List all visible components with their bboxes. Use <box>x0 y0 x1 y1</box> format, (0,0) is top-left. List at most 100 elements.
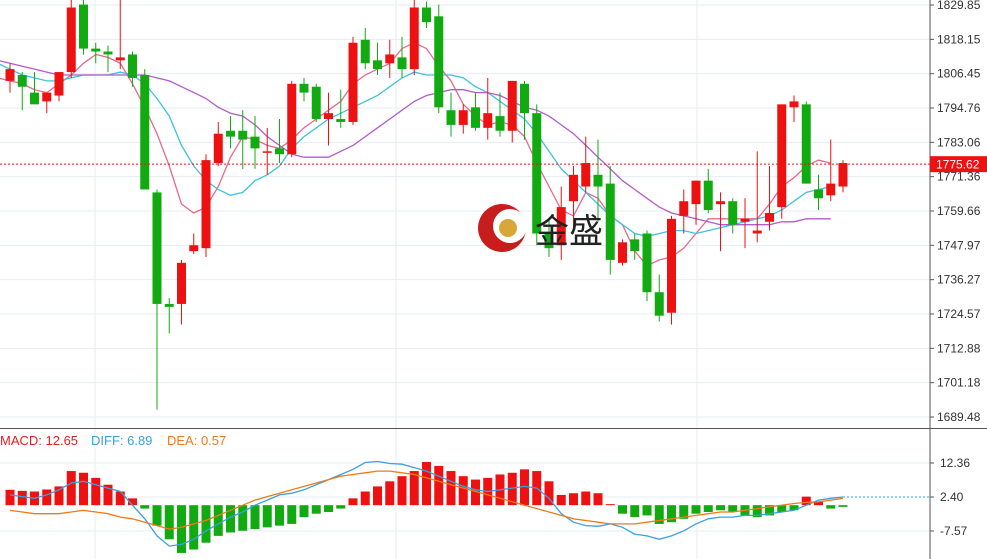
candle <box>593 139 603 222</box>
logo-text: 金盛 <box>535 212 603 252</box>
candle-body <box>507 80 517 131</box>
candle-body <box>79 4 88 49</box>
candle-body <box>434 16 444 108</box>
macd-bar <box>385 481 395 506</box>
macd-panel <box>5 460 930 553</box>
candle-body <box>691 180 701 205</box>
macd-bar <box>716 505 725 511</box>
macd-bar <box>777 505 787 512</box>
macd-bar <box>446 471 456 506</box>
macd-bar <box>238 505 248 531</box>
candle <box>103 45 113 73</box>
candle-body <box>605 183 615 260</box>
candle-body <box>152 192 162 304</box>
candle <box>152 189 162 410</box>
macd-tick-label: -7.57 <box>940 524 968 538</box>
macd-bar <box>520 469 529 506</box>
candle-body <box>765 212 774 222</box>
macd-bar <box>569 493 578 506</box>
candle <box>213 121 223 166</box>
candle-body <box>177 262 186 304</box>
macd-bar <box>654 505 664 524</box>
ma5-line <box>0 41 831 267</box>
candle-body <box>360 39 370 64</box>
macd-tick-label: 2.40 <box>940 490 964 504</box>
macd-bar <box>66 471 76 506</box>
price-tick-label: 1818.15 <box>937 32 981 46</box>
candle-body <box>838 163 848 187</box>
candle-body <box>777 104 787 208</box>
candle <box>642 230 652 302</box>
macd-bar <box>434 465 444 506</box>
candle-body <box>30 92 39 105</box>
macd-bar <box>630 505 640 518</box>
candle <box>507 80 517 143</box>
candle <box>765 165 774 231</box>
macd-bar <box>458 476 468 506</box>
candle <box>679 189 689 234</box>
macd-bar <box>115 491 125 506</box>
candle <box>556 186 566 260</box>
candle <box>299 77 309 102</box>
candle <box>238 110 248 169</box>
macd-bar <box>471 479 480 506</box>
price-tick-label: 1689.48 <box>937 410 981 424</box>
candle-body <box>275 148 284 155</box>
macd-bar <box>765 505 774 516</box>
candle-body <box>66 7 76 73</box>
candle-body <box>128 54 137 78</box>
candle <box>752 151 762 243</box>
candle <box>42 92 52 114</box>
candle-body <box>593 174 603 187</box>
candle <box>128 51 137 87</box>
price-tick-label: 1806.45 <box>937 67 981 81</box>
macd-bar <box>164 505 174 540</box>
candle-body <box>826 183 836 196</box>
candle <box>66 0 76 78</box>
macd-bar <box>605 504 615 506</box>
macd-bar <box>593 493 603 506</box>
candle <box>250 116 260 169</box>
macd-bar <box>691 505 701 514</box>
candle <box>618 239 627 266</box>
candle-body <box>630 239 640 252</box>
macd-tick-label: 12.36 <box>940 456 970 470</box>
candle-body <box>532 113 542 234</box>
macd-bar <box>299 505 309 518</box>
candle-body <box>17 75 27 87</box>
candle <box>54 72 64 102</box>
macd-bar <box>397 476 407 506</box>
price-tick-label: 1712.88 <box>937 341 981 355</box>
candle <box>397 36 407 78</box>
candle <box>409 0 419 76</box>
candle <box>434 4 444 114</box>
macd-bar <box>581 491 591 506</box>
watermark-logo: 金盛 <box>478 204 603 252</box>
macd-bar <box>91 477 101 506</box>
price-tick-label: 1747.97 <box>937 238 981 252</box>
macd-bar <box>152 505 162 526</box>
candle <box>30 72 39 105</box>
diff-line <box>9 460 844 547</box>
candle-body <box>752 230 762 234</box>
macd-bar <box>213 505 223 536</box>
candle <box>544 218 554 257</box>
macd-bar <box>324 505 333 512</box>
macd-bar <box>17 490 27 506</box>
macd-bar <box>287 505 297 524</box>
candle <box>385 39 395 78</box>
candle-body <box>789 101 799 108</box>
candle-body <box>520 83 529 114</box>
macd-bar <box>311 505 321 514</box>
candle-body <box>226 130 235 137</box>
candle <box>838 160 848 193</box>
candle-body <box>103 51 113 55</box>
macd-bar <box>226 505 235 533</box>
candle <box>532 104 542 246</box>
price-tick-label: 1701.18 <box>937 376 981 390</box>
candle <box>471 92 480 131</box>
ma10-line <box>0 63 831 238</box>
candle <box>201 154 211 257</box>
candle-body <box>348 42 358 122</box>
candle-body <box>716 201 725 205</box>
